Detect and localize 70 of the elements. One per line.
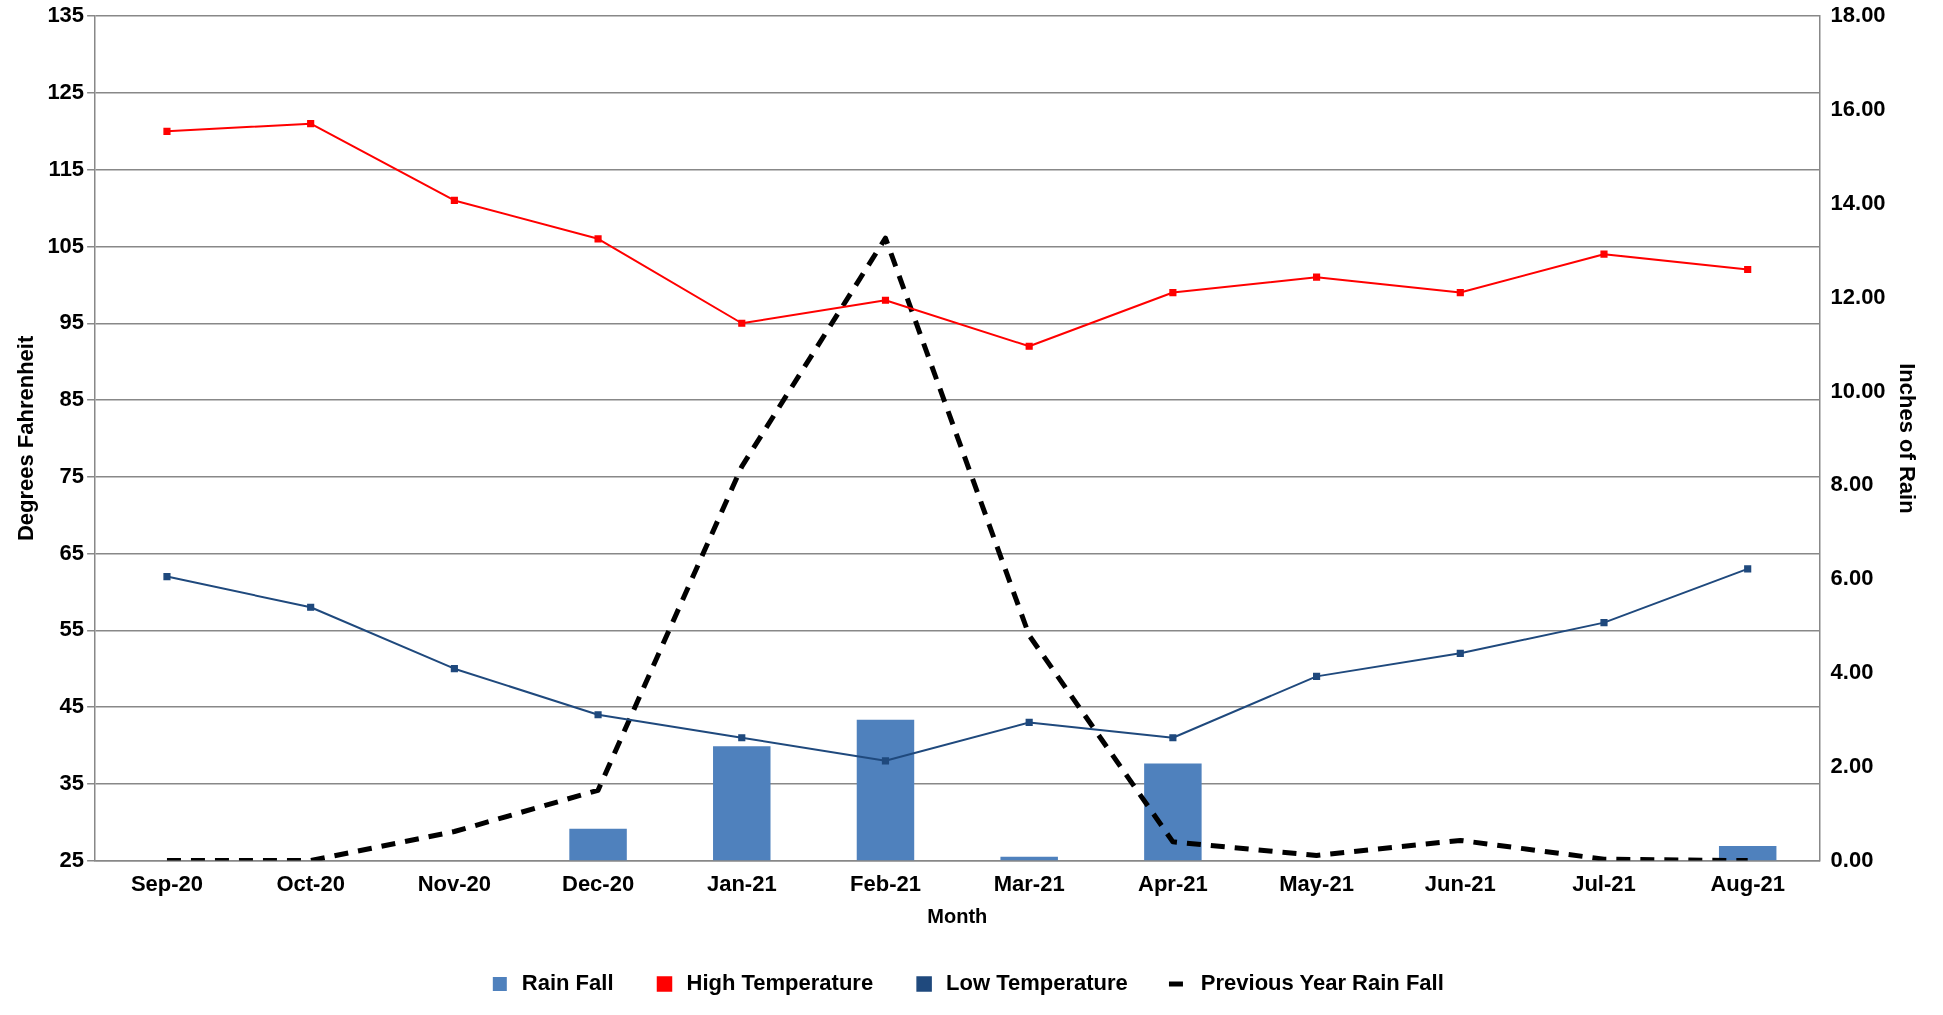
point — [1313, 672, 1321, 680]
point — [738, 734, 746, 742]
x-tick-label: May-21 — [1279, 870, 1354, 896]
point — [1744, 265, 1752, 274]
point — [1025, 718, 1033, 726]
y-tick-label: 85 — [59, 386, 85, 412]
y-tick-label: 75 — [59, 462, 85, 488]
y2-tick-label: 6.00 — [1830, 565, 1874, 591]
point — [450, 665, 458, 673]
y-tick-label: 45 — [59, 693, 85, 719]
y-tick-label: 105 — [47, 232, 85, 258]
point — [307, 603, 315, 611]
legend-label: Low Temperature — [946, 970, 1128, 996]
y-tick-label: 95 — [59, 309, 85, 335]
point — [163, 573, 171, 581]
legend-label: Previous Year Rain Fall — [1200, 970, 1444, 996]
point — [1600, 250, 1608, 258]
y-tick-label: 55 — [59, 616, 85, 642]
y2-tick-label: 18.00 — [1830, 2, 1886, 28]
legend-label: Rain Fall — [521, 970, 614, 996]
point — [1456, 649, 1464, 657]
x-tick-label: Oct-20 — [276, 870, 345, 896]
point — [1744, 565, 1752, 573]
y-tick-label: 135 — [47, 2, 85, 28]
y2-tick-label: 10.00 — [1830, 377, 1886, 403]
y2-tick-label: 2.00 — [1830, 752, 1874, 778]
x-tick-label: Nov-20 — [417, 870, 492, 896]
bar — [1144, 763, 1202, 861]
point — [881, 296, 890, 304]
point — [1313, 273, 1321, 281]
x-tick-label: Jun-21 — [1424, 870, 1496, 896]
y-tick-label: 35 — [59, 769, 85, 795]
point — [1456, 288, 1464, 297]
bar — [856, 719, 915, 861]
point — [450, 196, 458, 205]
point — [594, 711, 602, 719]
y-tick-label: 65 — [59, 539, 85, 565]
y-tick-label: 115 — [48, 155, 85, 181]
y2-tick-label: 16.00 — [1830, 96, 1886, 122]
y-tick-label: 125 — [47, 79, 85, 105]
bar — [1718, 846, 1777, 861]
point — [1600, 619, 1608, 627]
point — [163, 127, 171, 135]
x-tick-label: Sep-20 — [130, 870, 204, 896]
x-axis-title: Month — [927, 904, 988, 927]
bar — [713, 746, 771, 861]
bar — [569, 828, 627, 861]
y2-tick-label: 12.00 — [1830, 283, 1886, 309]
y2-tick-label: 8.00 — [1830, 471, 1874, 497]
y2-tick-label: 14.00 — [1830, 189, 1886, 215]
y2-tick-label: 4.00 — [1830, 659, 1874, 685]
y2-tick-label: 0.00 — [1830, 846, 1874, 872]
x-tick-label: Jan-21 — [706, 870, 777, 896]
y-axis-title: Degrees Fahrenheit — [13, 335, 39, 542]
x-tick-label: Jul-21 — [1572, 870, 1636, 896]
point — [594, 235, 602, 243]
point — [881, 757, 890, 765]
x-tick-label: Aug-21 — [1710, 870, 1785, 896]
point — [738, 319, 746, 327]
point — [1169, 288, 1177, 297]
point — [307, 120, 315, 128]
y-tick-label: 25 — [59, 846, 85, 872]
x-tick-label: Mar-21 — [993, 870, 1065, 896]
x-tick-label: Feb-21 — [850, 870, 921, 896]
y2-axis-title: Inches of Rain — [1894, 363, 1920, 514]
x-tick-label: Dec-20 — [561, 870, 635, 896]
point — [1169, 734, 1177, 742]
legend-label: High Temperature — [686, 970, 874, 996]
point — [1025, 342, 1033, 350]
x-tick-label: Apr-21 — [1138, 870, 1208, 896]
